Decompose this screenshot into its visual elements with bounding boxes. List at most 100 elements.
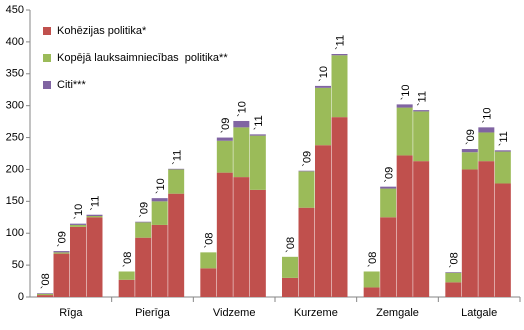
bar-year-label: `09 [465,129,477,145]
bar-segment [478,127,495,133]
bar-segment [233,127,250,178]
bar-segment [249,134,266,136]
bar-segment [331,55,348,118]
bar-segment [249,135,266,190]
group-label: Zemgale [376,307,419,319]
bar-year-label: `10 [236,101,248,117]
bar-segment [37,293,53,296]
bar-segment [216,140,233,173]
bar-segment [413,110,430,112]
bar-segment [86,216,103,218]
bar-segment [216,137,233,141]
bar-segment [282,256,298,278]
bar-year-label: `09 [302,151,314,167]
bar-segment [298,207,315,297]
bar-segment [315,85,331,88]
group-label: Latgale [461,307,497,319]
bar-segment [413,161,430,297]
bar-segment [396,104,413,108]
bar-year-label: `11 [90,196,102,211]
group-label: Pierīga [135,307,171,319]
bar-segment [282,277,298,297]
bar-segment [53,252,70,254]
bar-year-label: `10 [318,66,330,82]
bar-segment [363,287,380,297]
bar-year-label: `11 [498,131,510,146]
bar-segment [413,111,430,162]
y-tick-label: 250 [6,131,24,143]
y-tick-label: 450 [6,4,24,16]
bar-segment [233,120,250,128]
bar-year-label: `11 [335,35,347,50]
bar-segment [70,226,86,297]
bar-segment [445,272,462,283]
legend-label: Kopējā lauksaimniecības politika** [57,52,228,64]
bar-segment [37,295,53,297]
bar-segment [249,189,266,297]
y-tick-label: 350 [6,68,24,80]
bar-year-label: `09 [383,167,395,183]
bar-year-label: `08 [448,252,460,268]
bar-segment [461,169,478,297]
group-label: Rīga [59,307,83,319]
legend-label: Kohēzijas politika* [57,25,147,37]
bar-segment [445,272,462,273]
bar-segment [151,224,168,297]
y-tick-label: 150 [6,195,24,207]
bar-segment [396,107,413,156]
bar-segment [70,224,86,227]
bar-year-label: `10 [481,107,493,123]
bar-segment [86,214,103,217]
bar-segment [53,253,70,297]
y-tick-label: 300 [6,100,24,112]
bar-segment [151,201,168,225]
bar-segment [494,151,511,184]
bar-segment [200,252,217,269]
group-label: Vidzeme [213,307,256,319]
bar-segment [445,282,462,297]
bar-segment [233,177,250,297]
bar-segment [363,271,380,288]
bar-year-label: `08 [40,273,52,289]
y-tick-label: 0 [18,291,24,303]
bar-segment [37,293,53,294]
bar-segment [331,117,348,297]
legend-swatch [43,81,51,89]
bar-year-label: `10 [155,178,167,194]
bar-segment [53,251,70,253]
bar-segment [86,217,103,297]
bar-year-label: `11 [416,91,428,106]
bar-segment [461,149,478,153]
bar-segment [380,186,397,189]
y-tick-label: 50 [12,259,24,271]
bar-segment [315,145,331,297]
bar-year-label: `08 [203,232,215,248]
bar-segment [380,217,397,297]
bar-segment [494,183,511,297]
bar-year-label: `09 [220,118,232,134]
bar-year-label: `09 [138,202,150,218]
bar-segment [216,172,233,297]
bar-segment [298,171,315,208]
bar-year-label: `09 [57,231,69,247]
bar-segment [478,161,495,297]
legend-swatch [43,54,51,62]
group-label: Kurzeme [294,307,338,319]
bar-segment [461,152,478,170]
bar-segment [135,221,152,223]
bar-segment [118,279,135,297]
bar-segment [331,54,348,56]
y-tick-label: 200 [6,163,24,175]
bar-year-label: `08 [122,252,134,268]
bar-segment [380,188,397,218]
bar-year-label: `10 [400,84,412,100]
y-tick-label: 100 [6,227,24,239]
bar-segment [168,169,185,194]
bar-year-label: `08 [285,237,297,253]
bar-segment [118,271,135,280]
bar-year-label: `08 [367,252,379,268]
bar-segment [396,155,413,297]
legend-label: Citi*** [57,79,86,91]
bar-year-label: `11 [253,115,265,130]
